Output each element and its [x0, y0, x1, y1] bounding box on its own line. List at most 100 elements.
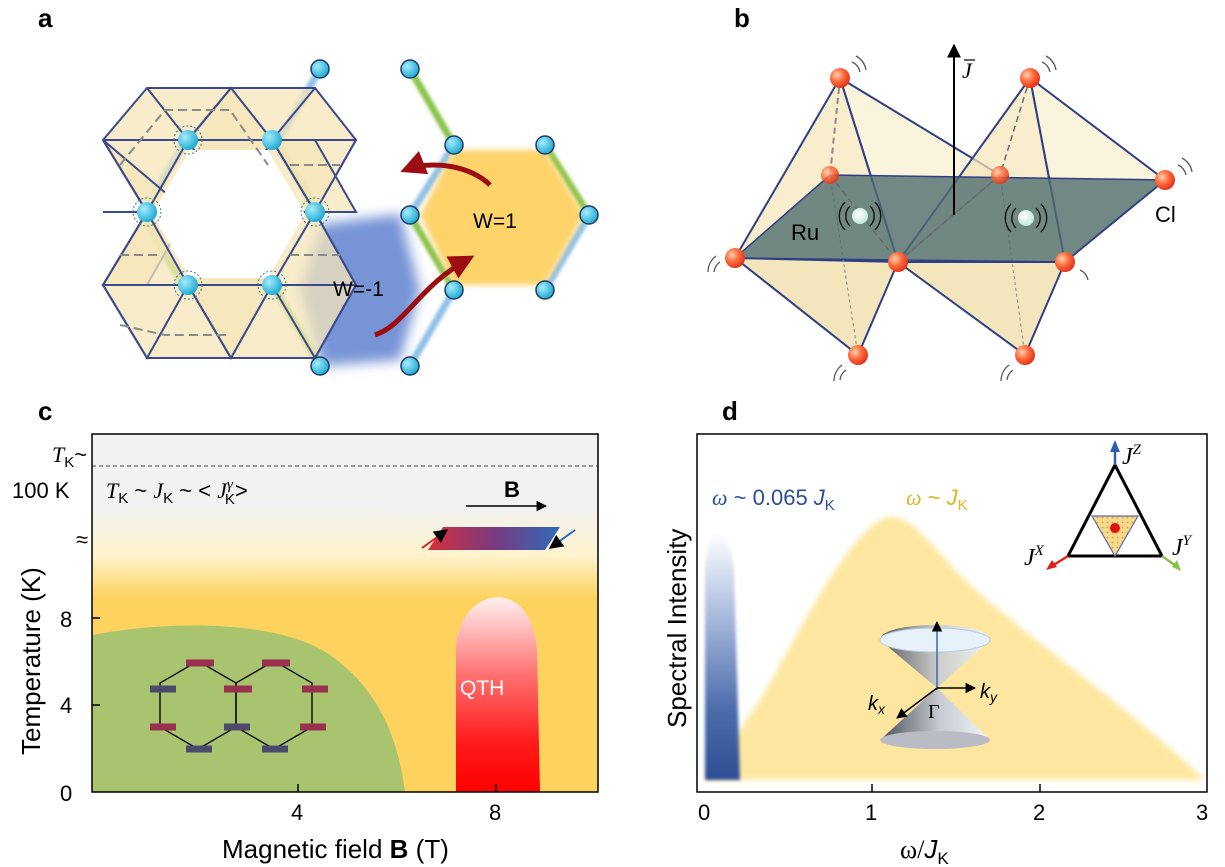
qth-dome	[456, 597, 540, 792]
svg-text:JZ: JZ	[1122, 442, 1142, 470]
ring-hole	[152, 150, 305, 278]
ytick-8: 8	[60, 607, 72, 632]
svg-text:ky: ky	[980, 681, 998, 705]
rel-b-sub: K	[163, 490, 173, 507]
spectrum-frame	[696, 433, 1208, 793]
xtick-4: 4	[291, 800, 303, 825]
rel-b: J	[153, 478, 164, 503]
tk-top-tail: ~	[74, 442, 87, 467]
tk-top-label: T	[52, 442, 66, 467]
d-xlabel-a: ω/	[900, 835, 925, 864]
zigzag-phase	[92, 625, 405, 792]
panel-b-label: b	[734, 3, 750, 33]
svg-text:ω ~ 0.065 JK: ω ~ 0.065 JK	[712, 485, 835, 514]
panel-d-label: d	[722, 396, 738, 426]
panel-a: a	[38, 3, 599, 376]
omega1-c: J	[813, 485, 826, 510]
rel-mid: ~	[128, 478, 153, 503]
ru-sites-ring	[132, 125, 330, 300]
cl-label: Cl	[1155, 202, 1176, 227]
dirac-cone	[879, 620, 991, 749]
rel-a: T	[106, 478, 120, 503]
ytick-4: 4	[60, 693, 72, 718]
qth-label: QTH	[460, 677, 504, 700]
rel-e: >	[235, 478, 248, 503]
panel-a-label: a	[38, 3, 53, 33]
d-ylabel: Spectral Intensity	[662, 529, 692, 728]
kx-sub: x	[877, 701, 886, 717]
c-xlabel-bold: B	[390, 834, 409, 864]
omega2-a: ω	[906, 485, 922, 510]
rel-d: J	[217, 478, 228, 503]
omega1-b: ~ 0.065	[728, 485, 814, 510]
svg-text:ω/JK: ω/JK	[900, 834, 949, 867]
c-ticks	[92, 617, 497, 792]
panel-c-label: c	[38, 396, 52, 426]
svg-text:ω ~ JK: ω ~ JK	[906, 485, 968, 514]
rel-c: ~ <	[173, 478, 217, 503]
jx-label: J	[1024, 545, 1036, 571]
plaquette-w-pos	[420, 150, 584, 285]
d-xtick-2: 2	[1033, 800, 1045, 825]
tk-100-label: 100 K	[12, 478, 70, 503]
ky-label: k	[980, 681, 991, 703]
current-label: J	[962, 58, 973, 83]
tk-top-sub: K	[64, 454, 74, 471]
gamma-label: Γ	[928, 701, 940, 723]
ky-sub: y	[989, 689, 998, 705]
jz-label: J	[1122, 444, 1134, 470]
svg-text:Magnetic field B (T): Magnetic field B (T)	[222, 834, 449, 864]
octahedra-dashed	[119, 109, 340, 336]
c-xlabel-post: (T)	[408, 834, 448, 864]
rel-d-sub: K	[225, 491, 235, 508]
d-xtick-3: 3	[1196, 800, 1208, 825]
panel-d: d kx ky Γ JZ JX JY	[662, 396, 1208, 867]
phase-frame	[91, 433, 599, 793]
omega1-sub: K	[825, 497, 835, 514]
svg-text:TK~: TK~	[52, 442, 87, 471]
vison-arrow-right	[374, 255, 475, 338]
jx-sup: X	[1034, 543, 1045, 559]
jy-sup: Y	[1183, 533, 1193, 549]
d-xlabel-sub: K	[937, 849, 949, 867]
jy-label: J	[1172, 535, 1184, 561]
jz-sup: Z	[1133, 442, 1142, 458]
rel-d-sup: γ	[227, 477, 234, 493]
low-energy-peak	[705, 532, 740, 780]
omega2-c: J	[946, 485, 959, 510]
ytick-0: 0	[60, 781, 72, 806]
winding-neg-label: W=-1	[333, 278, 384, 301]
omega2-sub: K	[958, 497, 968, 514]
c-ylabel: Temperature (K)	[16, 567, 46, 755]
ru-atoms	[838, 201, 1048, 233]
omega2-b: ~	[922, 485, 947, 510]
winding-pos-label: W=1	[473, 210, 517, 233]
honeycomb-sites	[310, 59, 599, 376]
spin-current-red	[421, 529, 449, 549]
panel-b: b	[707, 3, 1193, 382]
svg-text:JX: JX	[1024, 543, 1045, 571]
c-xlabel-pre: Magnetic field	[222, 834, 390, 864]
omega1-a: ω	[712, 485, 728, 510]
vison-arrow-up	[400, 150, 492, 187]
rel-a-sub: K	[118, 490, 128, 507]
axis-break-mark: ≈	[76, 527, 88, 552]
ru-label: Ru	[791, 220, 819, 245]
kx-label: k	[868, 693, 879, 715]
vibration-marks	[707, 55, 1193, 382]
svg-text:kx: kx	[868, 693, 886, 717]
sample-plate	[428, 527, 560, 550]
field-label: B	[504, 477, 520, 502]
d-xtick-0: 0	[698, 800, 710, 825]
svg-text:JY: JY	[1172, 533, 1193, 561]
d-xlabel-b: J	[923, 834, 938, 864]
spin-current-blue	[548, 529, 576, 549]
panel-c: c QTH B	[12, 396, 599, 864]
xtick-8: 8	[489, 800, 501, 825]
cl-atoms	[725, 68, 1175, 365]
d-ticks	[871, 784, 1041, 792]
svg-text:TK ~ JK ~ < JγK>: TK ~ JK ~ < Jγ K>	[106, 477, 248, 508]
spin-arrows	[150, 659, 328, 753]
d-xtick-1: 1	[865, 800, 877, 825]
